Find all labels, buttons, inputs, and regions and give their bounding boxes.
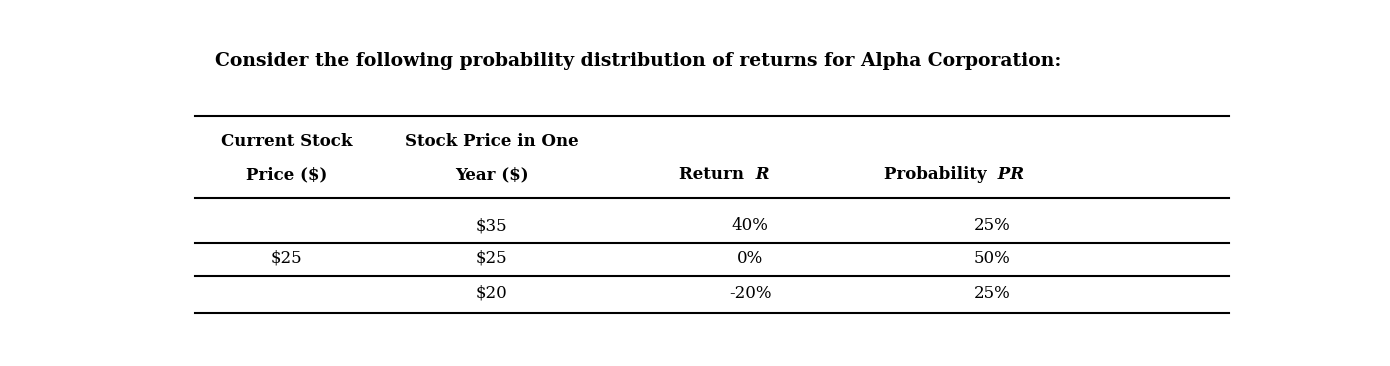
Text: $35: $35: [475, 217, 507, 234]
Text: Consider the following probability distribution of returns for Alpha Corporation: Consider the following probability distr…: [214, 52, 1061, 70]
Text: -20%: -20%: [728, 285, 771, 302]
Text: Price ($): Price ($): [246, 167, 328, 183]
Text: Current Stock: Current Stock: [221, 132, 353, 150]
Text: Return: Return: [680, 167, 751, 183]
Text: 25%: 25%: [974, 285, 1011, 302]
Text: $25: $25: [271, 250, 303, 266]
Text: 50%: 50%: [974, 250, 1011, 266]
Text: $25: $25: [475, 250, 507, 266]
Text: R: R: [751, 167, 770, 183]
Text: Stock Price in One: Stock Price in One: [404, 132, 578, 150]
Text: Probability: Probability: [884, 167, 992, 183]
Text: Year ($): Year ($): [455, 167, 528, 183]
Text: 40%: 40%: [731, 217, 769, 234]
Text: $20: $20: [475, 285, 507, 302]
Text: 25%: 25%: [974, 217, 1011, 234]
Text: 0%: 0%: [737, 250, 763, 266]
Text: PR: PR: [992, 167, 1024, 183]
